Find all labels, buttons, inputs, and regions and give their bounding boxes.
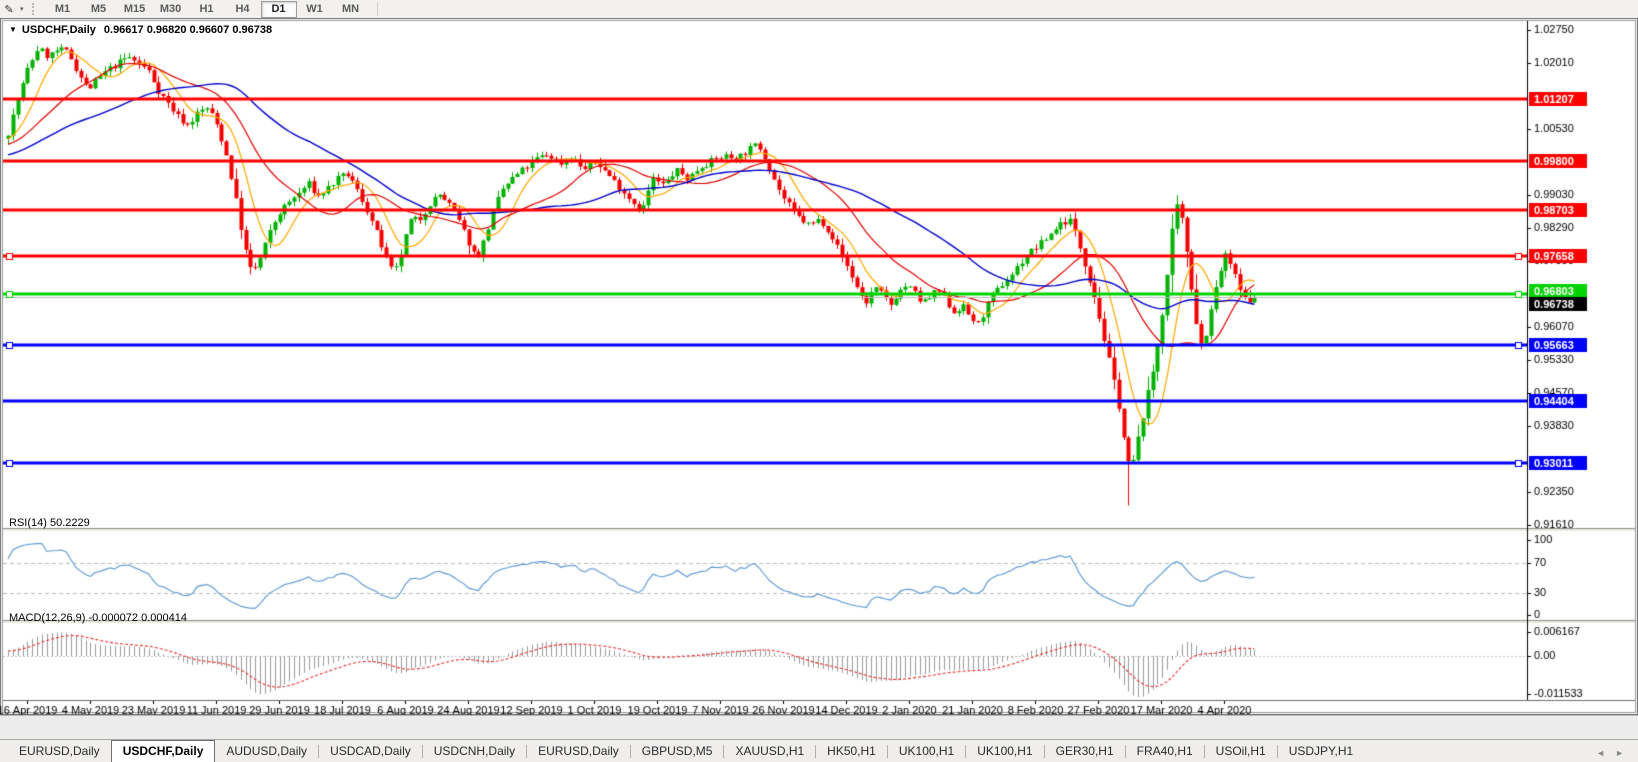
tab-separator bbox=[526, 745, 528, 758]
chart-tab-usdjpy-h1[interactable]: USDJPY,H1 bbox=[1288, 744, 1354, 758]
chart-tab-audusd-daily[interactable]: AUDUSD,Daily bbox=[226, 744, 308, 758]
chevron-down-icon[interactable]: ▾ bbox=[20, 6, 24, 13]
tab-separator bbox=[1203, 745, 1205, 758]
tab-separator bbox=[886, 745, 888, 758]
workspace-strip bbox=[0, 715, 1638, 740]
tab-separator bbox=[723, 745, 725, 758]
timeframe-buttons: M1 M5 M15 M30 H1 H4 D1 W1 MN bbox=[45, 0, 369, 18]
tab-separator bbox=[421, 745, 423, 758]
tab-separator bbox=[815, 745, 817, 758]
tab-nav: ◄ ► bbox=[1596, 748, 1624, 758]
chart-tab-eurusd-daily[interactable]: EURUSD,Daily bbox=[538, 744, 619, 758]
timeframe-button-mn[interactable]: MN bbox=[341, 2, 360, 15]
chart-tab-fra40-h1[interactable]: FRA40,H1 bbox=[1136, 744, 1193, 758]
tab-separator bbox=[629, 745, 631, 758]
drawing-tool-icon[interactable]: ✎ bbox=[4, 3, 14, 16]
price-chart-canvas[interactable] bbox=[0, 18, 1638, 715]
timeframe-button-h1[interactable]: H1 bbox=[199, 2, 214, 15]
toolbar-separator bbox=[376, 2, 378, 16]
timeframe-toolbar: ✎ ▾ M1 M5 M15 M30 H1 H4 D1 W1 MN bbox=[0, 0, 1638, 19]
chart-tab-gbpusd-m5[interactable]: GBPUSD,M5 bbox=[641, 744, 713, 758]
timeframe-button-m1[interactable]: M1 bbox=[54, 2, 71, 15]
chart-tab-uk100-h1[interactable]: UK100,H1 bbox=[977, 744, 1033, 758]
chart-tab-eurusd-daily[interactable]: EURUSD,Daily bbox=[19, 744, 100, 758]
tabs-container: EURUSD,Daily USDCHF,Daily AUDUSD,Daily USDC… bbox=[8, 740, 1364, 762]
chart-tab-usdchf-daily[interactable]: USDCHF,Daily bbox=[110, 740, 216, 762]
timeframe-button-m5[interactable]: M5 bbox=[90, 2, 107, 15]
timeframe-button-h4[interactable]: H4 bbox=[235, 2, 250, 15]
chart-tab-xauusd-h1[interactable]: XAUUSD,H1 bbox=[735, 744, 805, 758]
timeframe-button-m30[interactable]: M30 bbox=[159, 2, 182, 15]
chart-tab-ger30-h1[interactable]: GER30,H1 bbox=[1055, 744, 1114, 758]
tab-separator bbox=[318, 745, 320, 758]
toolbar-grip[interactable] bbox=[31, 3, 37, 15]
chart-tab-bar: EURUSD,Daily USDCHF,Daily AUDUSD,Daily USDC… bbox=[0, 739, 1638, 762]
chart-tab-usdcnh-daily[interactable]: USDCNH,Daily bbox=[433, 744, 516, 758]
tab-scroll-left-icon[interactable]: ◄ bbox=[1596, 748, 1606, 758]
timeframe-button-d1[interactable]: D1 bbox=[260, 0, 297, 18]
timeframe-button-w1[interactable]: W1 bbox=[306, 2, 323, 15]
chart-tab-usoil-h1[interactable]: USOil,H1 bbox=[1215, 744, 1266, 758]
chart-tab-uk100-h1[interactable]: UK100,H1 bbox=[898, 744, 955, 758]
tab-separator bbox=[1276, 745, 1278, 758]
chart-window: ▼ USDCHF,Daily 0.96617 0.96820 0.96607 0.9… bbox=[0, 18, 1638, 715]
tab-separator bbox=[1124, 745, 1126, 758]
timeframe-button-m15[interactable]: M15 bbox=[123, 2, 146, 15]
chart-tab-hk50-h1[interactable]: HK50,H1 bbox=[827, 744, 876, 758]
chart-tab-usdcad-daily[interactable]: USDCAD,Daily bbox=[330, 744, 411, 758]
tab-scroll-right-icon[interactable]: ► bbox=[1615, 748, 1624, 758]
tab-separator bbox=[965, 745, 967, 758]
tab-separator bbox=[1043, 745, 1045, 758]
